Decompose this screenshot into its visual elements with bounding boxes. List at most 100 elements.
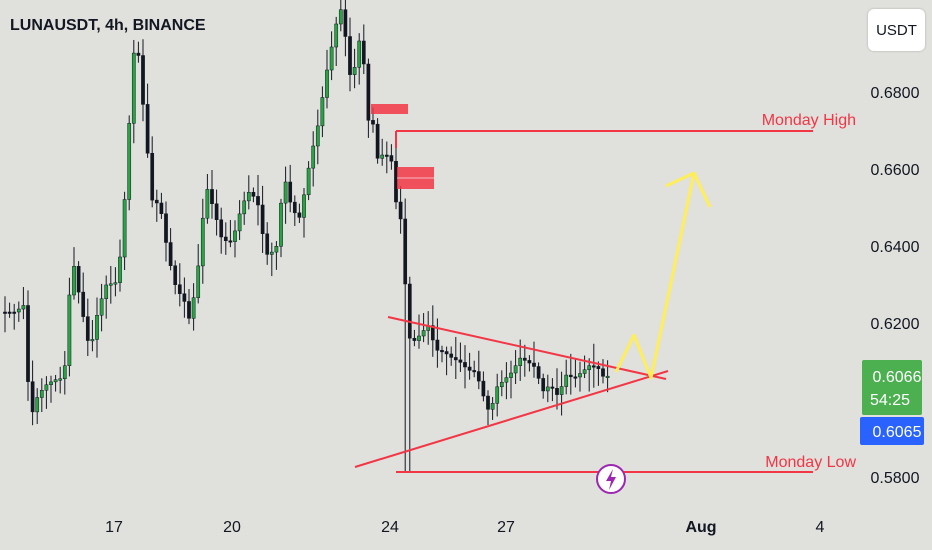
candle-up — [62, 365, 67, 380]
candle-down — [292, 201, 297, 214]
candle-down — [12, 311, 17, 314]
candle-up — [58, 378, 63, 381]
candle-up — [242, 200, 247, 215]
currency-button[interactable]: USDT — [868, 9, 925, 51]
x-tick-label: 20 — [223, 519, 241, 536]
candle-up — [325, 69, 329, 98]
candle-up — [417, 335, 421, 341]
candle-up — [279, 202, 283, 247]
candle-down — [532, 362, 536, 367]
lightning-icon[interactable] — [596, 464, 626, 494]
candle-down — [398, 201, 403, 220]
candle-up — [545, 386, 550, 392]
candle-up — [49, 381, 53, 385]
candle-up — [357, 40, 362, 68]
y-tick-label: 0.5800 — [871, 470, 920, 487]
candle-up — [302, 194, 306, 218]
candle-down — [375, 123, 380, 159]
projection-arrow — [614, 171, 712, 380]
countdown-timer: 54:25 — [870, 392, 910, 409]
candle-down — [7, 311, 12, 314]
candle-down — [601, 368, 605, 377]
candle-down — [223, 236, 228, 242]
candle-down — [85, 316, 90, 341]
candle-up — [499, 381, 504, 388]
candle-down — [458, 359, 463, 363]
price-axis[interactable]: 0.6800 0.6600 0.6400 0.6200 0.5800 — [871, 85, 920, 487]
candle-down — [596, 366, 601, 369]
monday-low-label: Monday Low — [765, 454, 856, 471]
supply-zones — [371, 104, 434, 189]
candle-up — [118, 256, 122, 283]
candle-down — [159, 202, 164, 214]
candle-down — [412, 337, 417, 341]
candle-up — [21, 305, 26, 310]
candle-down — [527, 360, 532, 364]
candle-down — [435, 339, 440, 351]
candle-up — [509, 372, 513, 378]
y-tick-label: 0.6600 — [871, 162, 920, 179]
triangle-pattern — [354, 316, 669, 468]
candle-down — [486, 395, 490, 410]
candle-up — [67, 294, 72, 366]
candle-up — [90, 339, 95, 342]
y-tick-label: 0.6400 — [871, 239, 920, 256]
candle-down — [536, 366, 541, 379]
candle-up — [113, 282, 118, 285]
candle-down — [177, 284, 182, 294]
candle-down — [150, 153, 155, 201]
last-price-value: 0.6066 — [873, 369, 922, 386]
candle-down — [256, 196, 260, 206]
candle-up — [274, 246, 279, 253]
candle-down — [343, 9, 348, 37]
candle-up — [191, 297, 196, 319]
candle-down — [145, 104, 150, 154]
candle-down — [361, 40, 366, 65]
candle-down — [449, 353, 454, 358]
candle-up — [127, 123, 132, 200]
candle-up — [246, 192, 251, 202]
candle-up — [306, 167, 311, 196]
candle-down — [366, 63, 371, 121]
candle-up — [269, 251, 274, 255]
candle-down — [182, 293, 187, 302]
candle-up — [513, 365, 518, 374]
candle-up — [490, 403, 495, 410]
candle-down — [228, 240, 233, 243]
candle-down — [403, 218, 408, 285]
y-tick-label: 0.6800 — [871, 85, 920, 102]
triangle-lower-line — [354, 370, 669, 468]
candle-up — [53, 379, 58, 383]
candle-up — [200, 217, 205, 267]
candle-up — [95, 315, 99, 340]
candle-up — [421, 330, 426, 337]
candle-up — [380, 154, 385, 159]
candle-down — [251, 192, 256, 197]
candle-down — [453, 357, 458, 361]
candle-down — [568, 374, 573, 378]
bid-price-value: 0.6065 — [873, 424, 922, 441]
candle-up — [582, 369, 587, 374]
candle-down — [407, 283, 412, 339]
candle-down — [81, 291, 86, 317]
candle-up — [104, 284, 109, 300]
candle-down — [30, 381, 35, 413]
monday-low-level: Monday Low — [396, 454, 856, 473]
candle-down — [265, 233, 270, 255]
candle-up — [35, 397, 40, 413]
candle-up — [39, 390, 44, 398]
candle-up — [605, 375, 610, 378]
candle-down — [591, 365, 596, 368]
monday-high-level: Monday High — [395, 112, 856, 148]
candle-down — [371, 120, 375, 125]
candle-down — [187, 301, 191, 319]
candle-down — [76, 266, 81, 293]
time-axis[interactable]: 17 20 24 27 Aug 4 — [105, 519, 824, 536]
candle-up — [564, 374, 569, 387]
candle-down — [136, 52, 141, 56]
candle-up — [315, 125, 320, 147]
candle-up — [504, 377, 509, 383]
candle-up — [72, 266, 76, 296]
candle-down — [288, 181, 293, 203]
